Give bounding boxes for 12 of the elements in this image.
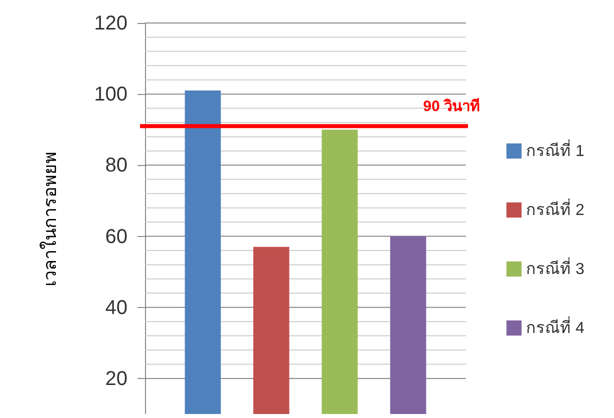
y-tick-label: 60 — [105, 226, 128, 248]
legend-label: กรณีที่ 4 — [526, 316, 584, 337]
ref-line-label: 90 วินาที — [423, 97, 480, 116]
y-tick-label: 20 — [105, 368, 128, 390]
legend-label: กรณีที่ 2 — [526, 198, 584, 219]
legend-label: กรณีที่ 1 — [526, 139, 584, 160]
y-tick-label: 100 — [94, 84, 128, 106]
y-tick-label: 40 — [105, 296, 128, 319]
y-tick-label: 120 — [94, 12, 128, 34]
y-tick-label: 80 — [105, 154, 128, 177]
y-axis-title: เวลาในการอพยพ — [39, 152, 60, 286]
legend-label: กรณีที่ 3 — [526, 257, 584, 278]
